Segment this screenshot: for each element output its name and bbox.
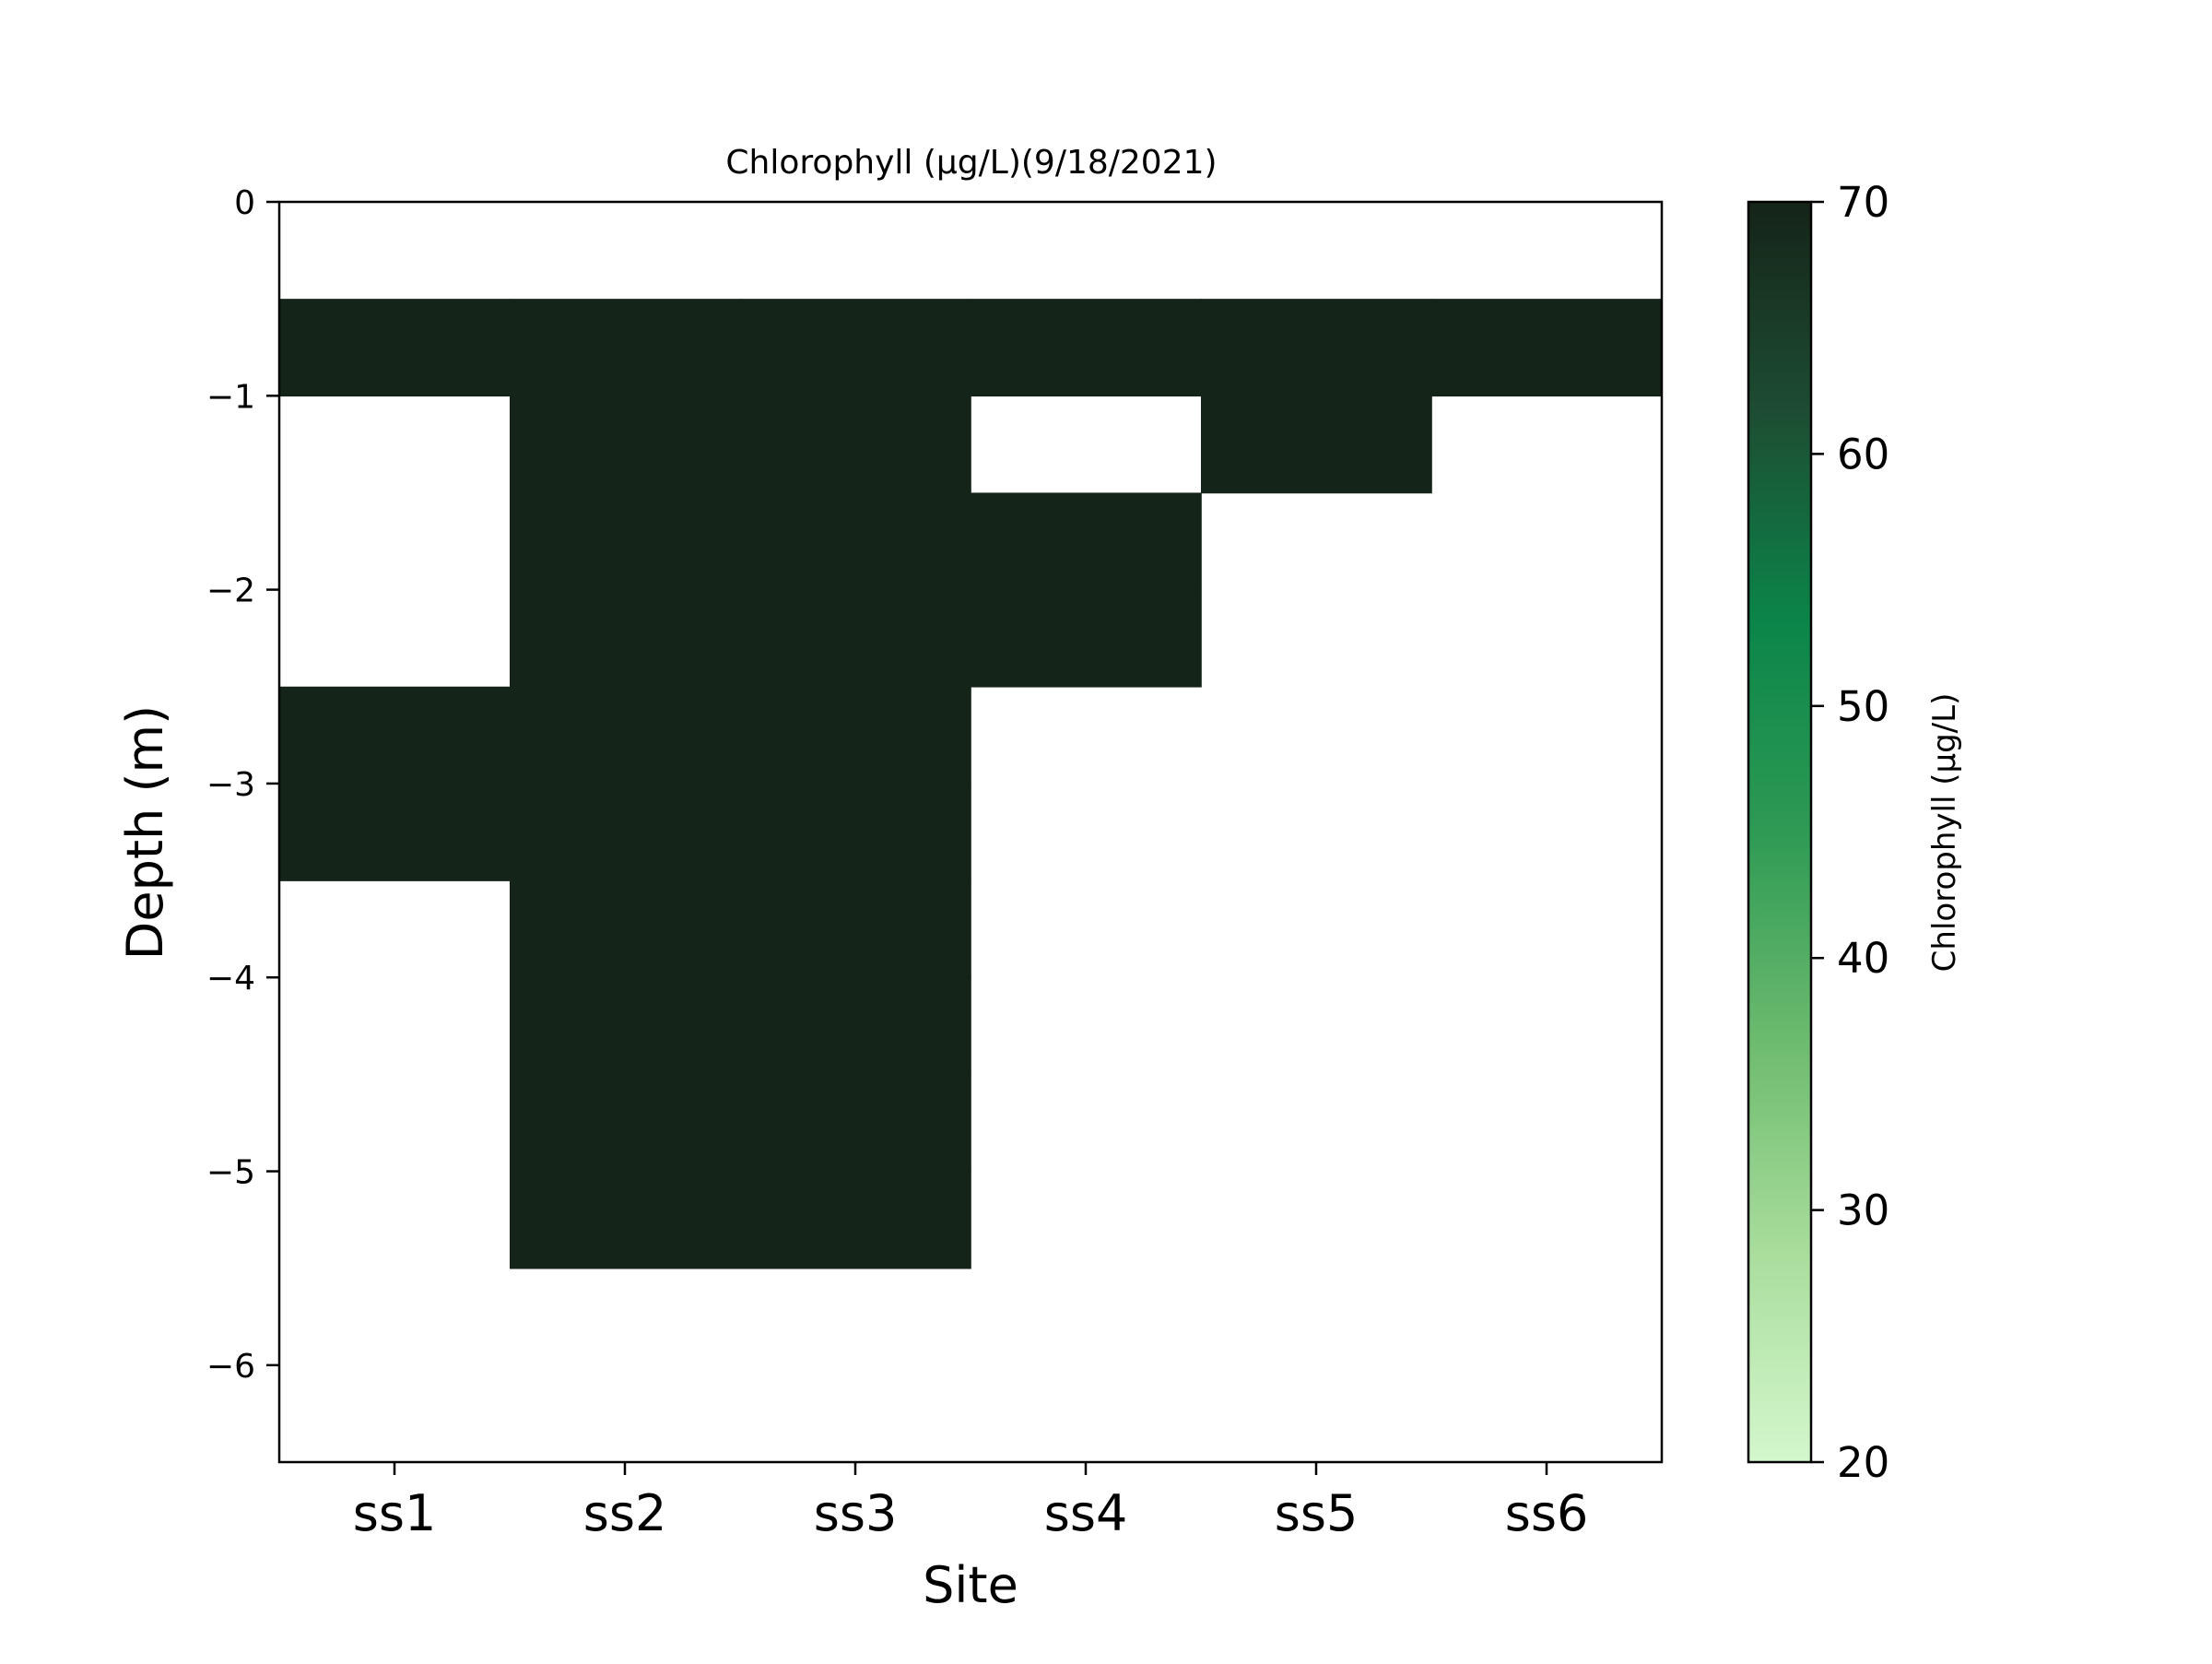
heatmap-cell — [510, 977, 741, 1076]
heatmap-cell — [740, 686, 971, 785]
colorbar-label: Chlorophyll (µg/L) — [1926, 693, 1963, 973]
x-axis: ss1 ss2 ss3 ss4 ss5 ss6 — [353, 1462, 1589, 1542]
heatmap-cell — [510, 1171, 741, 1269]
y-tick-label: −3 — [206, 766, 255, 804]
heatmap-cell — [1431, 299, 1663, 397]
heatmap-cell — [740, 1074, 971, 1173]
x-tick-label: ss5 — [1275, 1484, 1359, 1542]
y-tick-label: −4 — [206, 960, 255, 997]
heatmap-cell — [279, 686, 511, 785]
x-tick-label: ss3 — [814, 1484, 898, 1542]
x-tick-label: ss1 — [353, 1484, 437, 1542]
y-axis: 0 −1 −2 −3 −4 −5 −6 — [206, 184, 279, 1386]
y-tick-label: −6 — [206, 1348, 255, 1386]
heatmap-cell — [740, 783, 971, 881]
colorbar-tick-label: 60 — [1837, 430, 1889, 478]
heatmap-cell — [971, 299, 1202, 397]
y-tick-label: −2 — [206, 572, 255, 610]
heatmap-cell — [740, 977, 971, 1076]
heatmap-cell — [740, 589, 971, 688]
y-tick-label: 0 — [234, 184, 255, 222]
heatmap-cell — [740, 492, 971, 591]
y-axis-label: Depth (m) — [116, 705, 174, 960]
heatmap-cell — [510, 589, 741, 688]
x-tick-label: ss4 — [1044, 1484, 1128, 1542]
heatmap-cell — [279, 783, 511, 881]
heatmap-cell — [740, 299, 971, 397]
y-tick-label: −5 — [206, 1154, 255, 1192]
heatmap-cell — [740, 880, 971, 979]
heatmap-cell — [510, 395, 741, 494]
heatmap-cell — [510, 686, 741, 785]
heatmap-cell — [279, 299, 511, 397]
chart-title: Chlorophyll (µg/L)(9/18/2021) — [725, 144, 1217, 182]
x-axis-label: Site — [923, 1556, 1018, 1614]
x-tick-label: ss2 — [583, 1484, 667, 1542]
colorbar-gradient — [1747, 200, 1813, 1464]
heatmap-cell — [1201, 299, 1432, 397]
colorbar-tick-label: 70 — [1837, 178, 1889, 227]
y-tick-label: −1 — [206, 378, 255, 416]
heatmap-cell — [971, 589, 1202, 688]
colorbar: 20 30 40 50 60 70 Chlorophyll (µg/L) — [1747, 178, 1963, 1487]
heatmap-cell — [510, 299, 741, 397]
heatmap-cell — [740, 1171, 971, 1269]
heatmap-cell — [510, 492, 741, 591]
heatmap-cell — [510, 783, 741, 881]
plot-frame — [277, 200, 1664, 1464]
colorbar-ticks: 20 30 40 50 60 70 — [1811, 178, 1889, 1487]
x-tick-label: ss6 — [1505, 1484, 1589, 1542]
heatmap-cells — [279, 299, 1663, 1269]
heatmap-cell — [510, 1074, 741, 1173]
heatmap-cell — [510, 880, 741, 979]
colorbar-tick-label: 40 — [1837, 934, 1889, 983]
heatmap-cell — [971, 492, 1202, 591]
colorbar-tick-label: 30 — [1837, 1186, 1889, 1235]
colorbar-tick-label: 50 — [1837, 682, 1889, 731]
heatmap-cell — [740, 395, 971, 494]
colorbar-tick-label: 20 — [1837, 1438, 1889, 1487]
heatmap-cell — [1201, 395, 1432, 494]
